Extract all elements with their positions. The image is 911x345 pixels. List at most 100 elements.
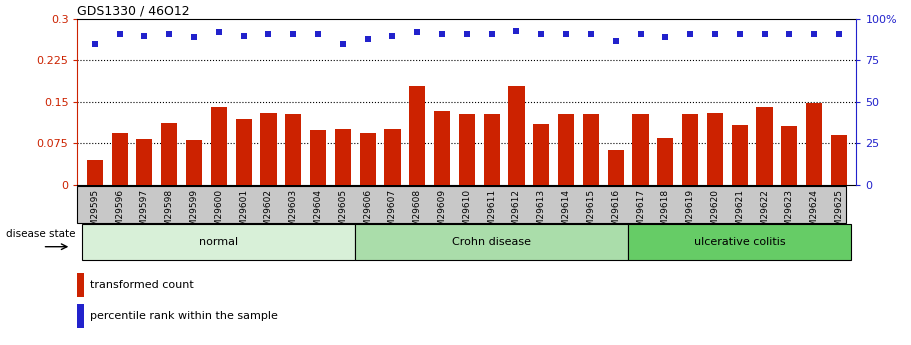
Text: GSM29602: GSM29602 — [264, 189, 273, 238]
Bar — [657, 138, 673, 185]
Bar — [434, 111, 450, 185]
Point — [832, 31, 846, 37]
Text: GSM29617: GSM29617 — [636, 189, 645, 238]
Text: GSM29619: GSM29619 — [686, 189, 695, 238]
Bar — [782, 126, 797, 185]
Text: GSM29610: GSM29610 — [463, 189, 471, 238]
Bar — [161, 123, 178, 185]
Text: GSM29599: GSM29599 — [189, 189, 199, 238]
Text: disease state: disease state — [6, 229, 76, 239]
Point — [286, 31, 301, 37]
Text: GSM29600: GSM29600 — [214, 189, 223, 238]
Bar — [831, 135, 847, 185]
Bar — [682, 114, 698, 185]
Point — [112, 31, 127, 37]
Text: ulcerative colitis: ulcerative colitis — [694, 237, 785, 247]
Bar — [756, 107, 773, 185]
Text: GSM29611: GSM29611 — [487, 189, 496, 238]
Bar — [707, 113, 723, 185]
Bar — [137, 139, 152, 185]
Point — [584, 31, 599, 37]
Bar — [384, 129, 401, 185]
Bar — [360, 133, 375, 185]
Point — [558, 31, 573, 37]
Bar — [732, 125, 748, 185]
Point — [633, 31, 648, 37]
Point — [757, 31, 772, 37]
Point — [509, 28, 524, 33]
Point — [708, 31, 722, 37]
Point — [385, 33, 400, 38]
Bar — [533, 124, 549, 185]
Bar — [806, 103, 823, 185]
Bar — [77, 274, 85, 297]
Text: GSM29615: GSM29615 — [587, 189, 596, 238]
Text: GSM29598: GSM29598 — [165, 189, 174, 238]
Text: GSM29609: GSM29609 — [437, 189, 446, 238]
Text: GSM29625: GSM29625 — [834, 189, 844, 238]
Point — [311, 31, 325, 37]
Point — [138, 33, 152, 38]
Text: GSM29608: GSM29608 — [413, 189, 422, 238]
Text: percentile rank within the sample: percentile rank within the sample — [90, 311, 278, 321]
Point — [236, 33, 251, 38]
Point — [460, 31, 475, 37]
Text: GSM29621: GSM29621 — [735, 189, 744, 238]
Bar — [87, 160, 103, 185]
Text: GSM29616: GSM29616 — [611, 189, 620, 238]
Text: GSM29620: GSM29620 — [711, 189, 720, 238]
Bar — [285, 114, 302, 185]
Point — [361, 36, 375, 42]
Bar — [632, 114, 649, 185]
Text: GSM29614: GSM29614 — [561, 189, 570, 238]
Bar — [210, 107, 227, 185]
Text: GSM29618: GSM29618 — [660, 189, 670, 238]
Text: normal: normal — [200, 237, 239, 247]
Bar — [335, 129, 351, 185]
Text: GSM29595: GSM29595 — [90, 189, 99, 238]
Point — [435, 31, 449, 37]
Bar — [261, 113, 277, 185]
Point — [335, 41, 350, 47]
Point — [261, 31, 276, 37]
Text: GSM29596: GSM29596 — [115, 189, 124, 238]
Text: GSM29623: GSM29623 — [785, 189, 793, 238]
Bar — [82, 224, 355, 260]
Point — [410, 29, 425, 35]
Text: GSM29604: GSM29604 — [313, 189, 322, 238]
Bar — [409, 86, 425, 185]
Bar — [608, 150, 624, 185]
Bar — [310, 130, 326, 185]
Text: GSM29606: GSM29606 — [363, 189, 373, 238]
Bar — [484, 115, 500, 185]
Point — [87, 41, 102, 47]
Text: GSM29607: GSM29607 — [388, 189, 397, 238]
Point — [807, 31, 822, 37]
Text: Crohn disease: Crohn disease — [452, 237, 531, 247]
Text: GSM29612: GSM29612 — [512, 189, 521, 238]
Point — [187, 34, 201, 40]
Point — [162, 31, 177, 37]
Text: transformed count: transformed count — [90, 280, 194, 290]
Bar — [459, 115, 475, 185]
Bar — [77, 305, 85, 328]
Text: GSM29622: GSM29622 — [760, 189, 769, 238]
Point — [658, 34, 672, 40]
Point — [534, 31, 548, 37]
Text: GDS1330 / 46O12: GDS1330 / 46O12 — [77, 5, 190, 18]
Bar — [583, 114, 599, 185]
Point — [211, 29, 226, 35]
Bar — [111, 133, 128, 185]
Bar — [355, 224, 628, 260]
Text: GSM29605: GSM29605 — [338, 189, 347, 238]
Text: GSM29597: GSM29597 — [140, 189, 148, 238]
Text: GSM29603: GSM29603 — [289, 189, 298, 238]
Point — [609, 38, 623, 43]
Bar — [508, 86, 525, 185]
Text: GSM29624: GSM29624 — [810, 189, 819, 238]
Bar — [558, 114, 574, 185]
Point — [485, 31, 499, 37]
Point — [732, 31, 747, 37]
Bar — [186, 140, 202, 185]
Bar — [236, 119, 251, 185]
